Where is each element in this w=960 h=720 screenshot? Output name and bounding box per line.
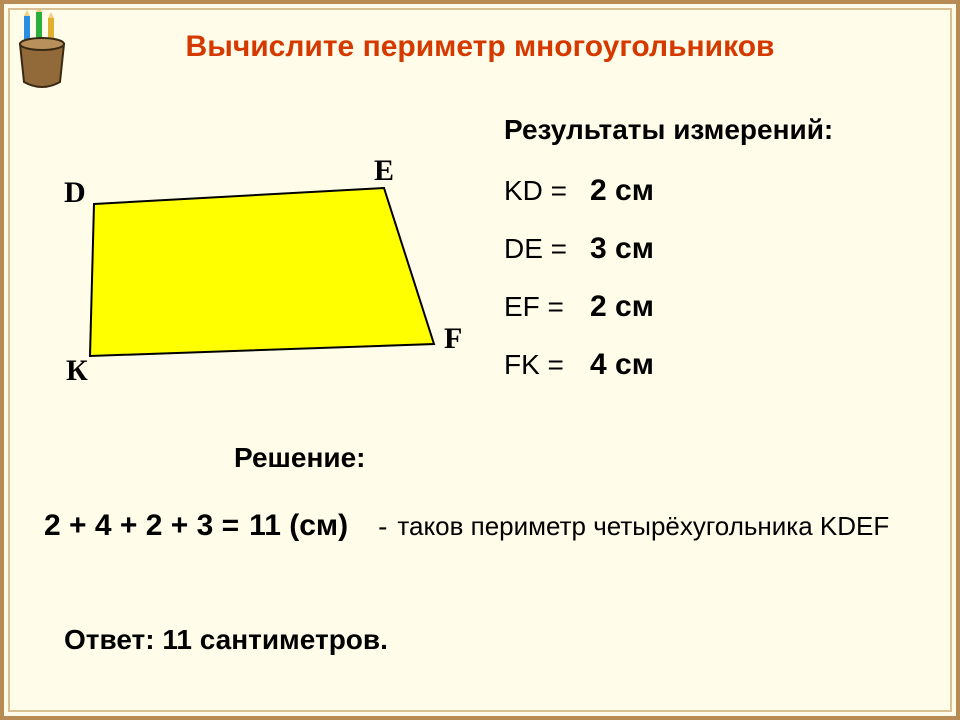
answer-text: Ответ: 11 сантиметров. [64, 624, 388, 656]
measure-label: FK = [504, 349, 584, 381]
measure-value: 2 см [590, 290, 654, 324]
measure-row-fk: FK = 4 см [504, 348, 934, 382]
measure-label: DE = [504, 233, 584, 265]
polygon-kdef [90, 188, 434, 356]
measure-label: KD = [504, 175, 584, 207]
solution-description: таков периметр четырёхугольника KDEF [397, 509, 889, 544]
dash: - [378, 511, 387, 543]
solution-row: 2 + 4 + 2 + 3 = 11 (см) - таков периметр… [44, 509, 944, 544]
vertex-label-k: К [66, 354, 88, 388]
solution-equation: 2 + 4 + 2 + 3 = [44, 509, 239, 543]
results-heading: Результаты измерений: [504, 114, 934, 146]
measure-row-kd: KD = 2 см [504, 174, 934, 208]
quadrilateral-svg [54, 154, 474, 414]
figure-quadrilateral: D E F К [54, 154, 474, 414]
vertex-label-e: E [374, 154, 394, 188]
page-title: Вычислите периметр многоугольников [4, 30, 956, 64]
measure-value: 3 см [590, 232, 654, 266]
vertex-label-d: D [64, 176, 86, 210]
measure-row-de: DE = 3 см [504, 232, 934, 266]
solution-heading: Решение: [234, 442, 365, 474]
solution-result: 11 (см) [249, 509, 348, 543]
measure-value: 4 см [590, 348, 654, 382]
measure-row-ef: EF = 2 см [504, 290, 934, 324]
measure-value: 2 см [590, 174, 654, 208]
vertex-label-f: F [444, 322, 462, 356]
measure-label: EF = [504, 291, 584, 323]
results-block: Результаты измерений: KD = 2 см DE = 3 с… [504, 114, 934, 406]
